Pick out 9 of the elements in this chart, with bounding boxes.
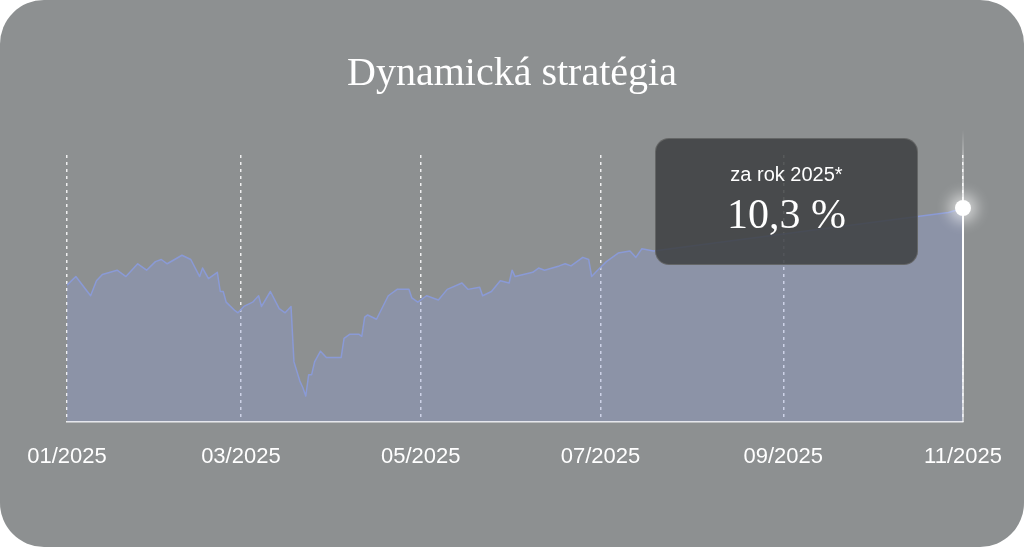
x-tick-label: 11/2025 — [924, 442, 1003, 468]
callout-box: za rok 2025* 10,3 % — [655, 138, 918, 265]
x-tick-label: 03/2025 — [201, 442, 281, 468]
x-tick-label: 07/2025 — [560, 442, 641, 468]
chart-title: Dynamická stratégia — [346, 48, 678, 95]
x-tick-label: 05/2025 — [380, 442, 461, 468]
x-tick-label: 09/2025 — [743, 442, 824, 468]
x-tick-label: 01/2025 — [27, 442, 107, 468]
annotation: 10,3 % — [726, 190, 847, 238]
